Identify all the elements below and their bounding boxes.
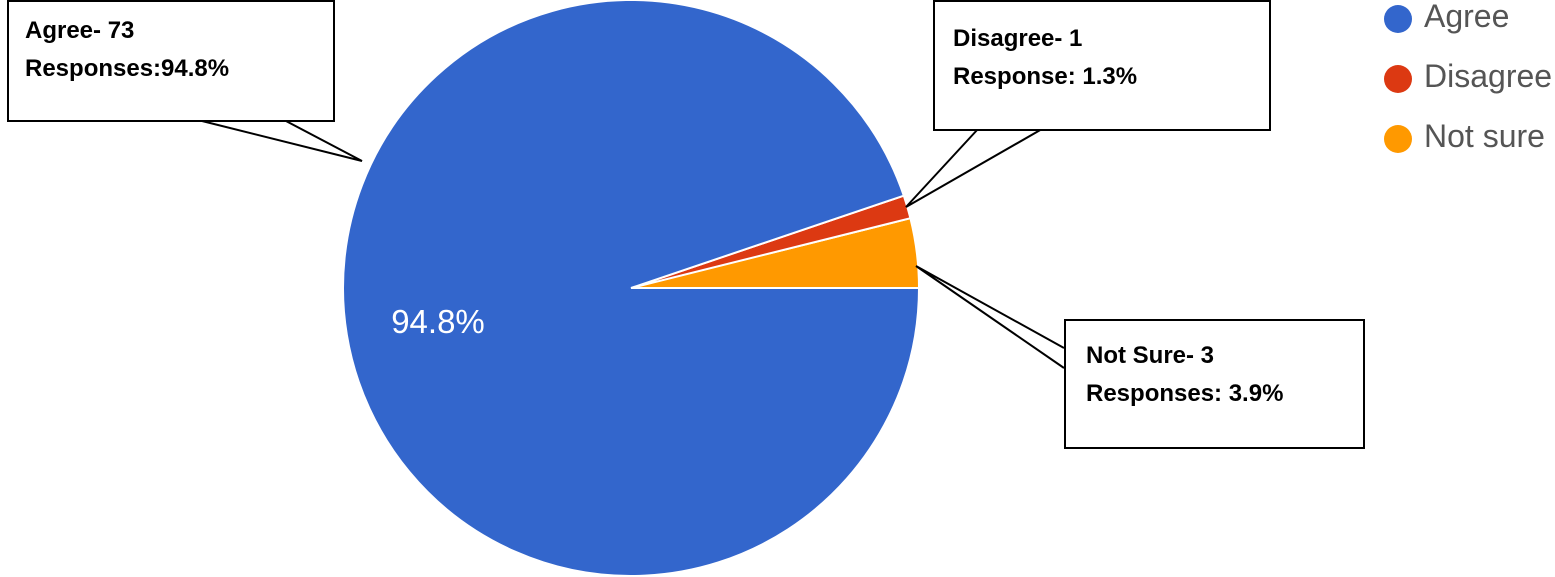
leader-not-sure — [915, 265, 1065, 369]
callout-agree-percent: Responses:94.8% — [25, 55, 230, 82]
callout-disagree: Disagree- 1 Response: 1.3% — [933, 0, 1271, 131]
slice-label-agree: 94.8% — [391, 303, 485, 340]
callout-not-sure: Not Sure- 3 Responses: 3.9% — [1064, 319, 1365, 449]
legend-swatch-disagree — [1384, 65, 1412, 93]
leader-agree — [197, 119, 363, 162]
callout-not-sure-count: Not Sure- 3 — [1086, 342, 1215, 369]
callout-agree: Agree- 73 Responses:94.8% — [7, 0, 335, 122]
callout-agree-count: Agree- 73 — [25, 17, 135, 44]
legend-swatch-not-sure — [1384, 125, 1412, 153]
pie-slice-agree[interactable] — [342, 0, 921, 577]
legend-label-not-sure: Not sure — [1424, 118, 1545, 154]
pie-slices — [342, 0, 921, 577]
callout-not-sure-percent: Responses: 3.9% — [1086, 380, 1284, 407]
callout-leaders — [197, 119, 1065, 369]
callout-disagree-percent: Response: 1.3% — [953, 63, 1138, 90]
leader-disagree — [905, 128, 1043, 208]
legend-label-agree: Agree — [1424, 0, 1510, 34]
legend-swatch-agree — [1384, 5, 1412, 33]
callout-disagree-count: Disagree- 1 — [953, 25, 1083, 52]
legend-label-disagree: Disagree — [1424, 58, 1553, 94]
